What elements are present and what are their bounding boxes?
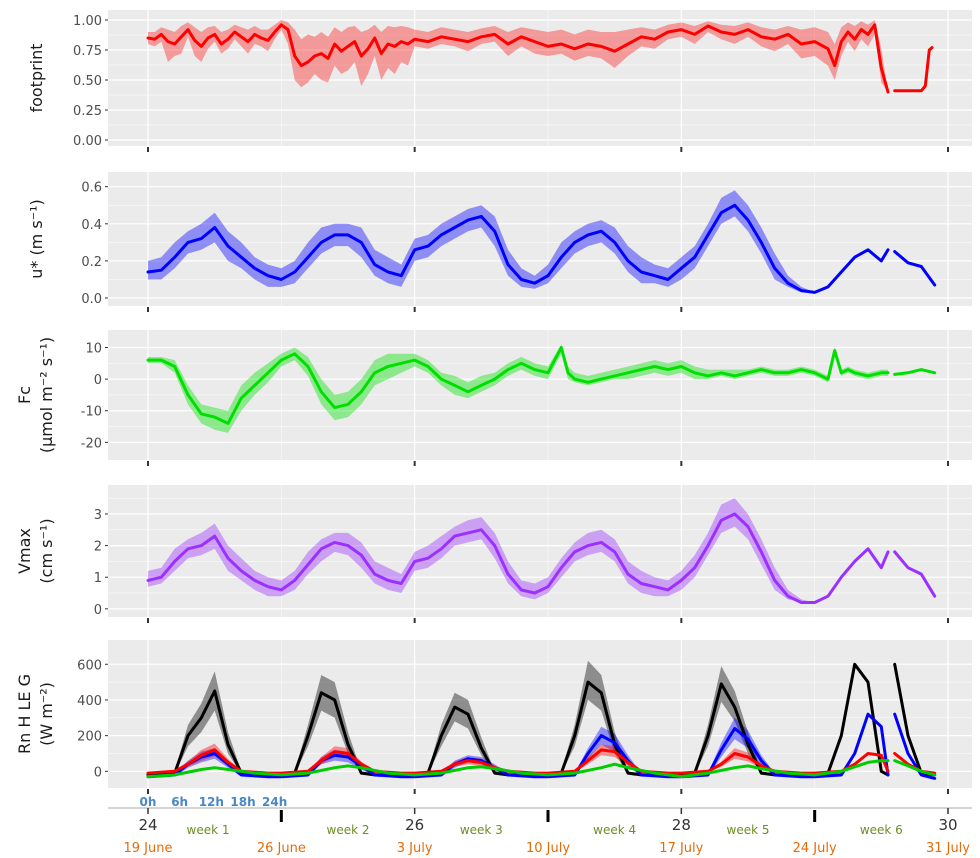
y-axis-unit: (W m⁻²) — [37, 682, 56, 746]
y-tick-label: 0 — [94, 373, 102, 388]
date-label: 31 July — [926, 841, 970, 856]
panel-fc: -20 -10 0 10 Fc (μmol m⁻² s⁻¹) — [15, 330, 972, 466]
date-label: 10 July — [526, 841, 570, 856]
panel-vmax: 0 1 2 3 Vmax (cm s⁻¹) — [15, 485, 972, 623]
y-tick-label: 0 — [94, 765, 102, 780]
panels: 0.000.250.500.751.00footprint0.00.20.40.… — [15, 10, 972, 794]
y-tick-label: 0.6 — [81, 181, 102, 196]
y-tick-label: 200 — [77, 730, 102, 745]
x-major-tick-label: 24 — [138, 816, 157, 834]
date-label: 17 July — [659, 841, 703, 856]
y-tick-label: 0.0 — [81, 292, 102, 307]
panel-footprint: 0.00 0.25 0.50 0.75 1.00 footprint — [27, 10, 972, 152]
week-label: week 6 — [860, 823, 903, 837]
y-tick-label: -10 — [81, 405, 102, 420]
y-axis-unit: (μmol m⁻² s⁻¹) — [37, 337, 56, 453]
y-tick-label: 400 — [77, 694, 102, 709]
week-label: week 2 — [327, 823, 370, 837]
y-tick-label: 0.50 — [73, 74, 102, 89]
panel-background — [108, 172, 972, 306]
y-tick-label: -20 — [81, 436, 102, 451]
series-band-footprint-0 — [148, 20, 888, 92]
week-label: week 1 — [187, 823, 230, 837]
series-line-G-7 — [893, 759, 937, 777]
panel-background — [108, 10, 972, 146]
date-label: 3 July — [397, 841, 433, 856]
hour-label: 0h — [140, 795, 157, 809]
series-line-footprint-1 — [893, 46, 934, 93]
series-line-fc-0 — [146, 346, 890, 425]
week-label: week 4 — [593, 823, 636, 837]
y-tick-label: 0.25 — [73, 104, 102, 119]
series-line-G-3 — [146, 759, 890, 779]
y-tick-label: 1.00 — [73, 14, 102, 29]
series-line-H-5 — [893, 712, 937, 780]
hour-label: 6h — [171, 795, 188, 809]
y-axis-label: Fc — [15, 386, 34, 404]
y-tick-label: 3 — [94, 508, 102, 523]
y-tick-label: 2 — [94, 540, 102, 555]
series-band-ustar-0 — [148, 190, 888, 293]
x-axis: 0h 6h 12h 18h 24h 24 26 28 30 week 1 week 2 week 3 w… — [108, 795, 972, 856]
week-label: week 5 — [727, 823, 770, 837]
series-band-fc-0 — [148, 344, 888, 433]
x-major-tick-label: 28 — [672, 816, 691, 834]
y-tick-label: 0.00 — [73, 134, 102, 149]
y-tick-label: 10 — [85, 341, 102, 356]
y-axis-label: u* (m s⁻¹) — [27, 199, 46, 279]
x-major-tick-label: 30 — [938, 816, 957, 834]
y-tick-label: 0.2 — [81, 255, 102, 270]
date-label: 26 June — [257, 841, 306, 856]
hour-label: 12h — [199, 795, 224, 809]
y-axis-label: footprint — [27, 43, 46, 112]
x-major-tick-label: 26 — [405, 816, 424, 834]
series-line-fc-1 — [893, 368, 937, 376]
y-axis-unit: (cm s⁻¹) — [37, 518, 56, 583]
date-label: 24 July — [793, 841, 837, 856]
y-tick-label: 0.75 — [73, 44, 102, 59]
hour-label: 18h — [230, 795, 255, 809]
series-line-ustar-1 — [893, 250, 937, 287]
y-axis-label: Vmax — [15, 528, 34, 574]
panel-energy: 0 200 400 600 Rn H LE G (W m⁻²) — [15, 640, 972, 794]
y-axis-label: Rn H LE G — [15, 674, 34, 754]
series-line-ustar-0 — [146, 203, 890, 294]
series-band-vmax-0 — [148, 498, 888, 603]
y-tick-label: 600 — [77, 658, 102, 673]
date-label: 19 June — [124, 841, 173, 856]
week-label: week 3 — [460, 823, 503, 837]
y-tick-label: 1 — [94, 571, 102, 586]
series-line-vmax-1 — [893, 550, 937, 598]
series-line-vmax-0 — [146, 512, 890, 604]
hour-label: 24h — [262, 795, 287, 809]
y-tick-label: 0 — [94, 603, 102, 618]
y-tick-label: 0.4 — [81, 218, 102, 233]
panel-ustar: 0.0 0.2 0.4 0.6 u* (m s⁻¹) — [27, 172, 972, 312]
series-line-footprint-0 — [146, 23, 890, 94]
panel-background — [108, 485, 972, 617]
